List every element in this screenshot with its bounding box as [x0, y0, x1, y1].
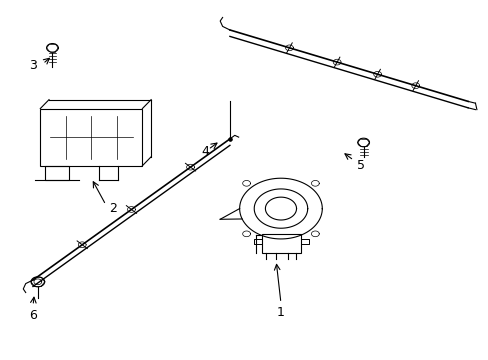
Text: 1: 1: [277, 306, 285, 319]
Text: 3: 3: [29, 59, 37, 72]
Text: 4: 4: [201, 145, 209, 158]
Bar: [45, 166, 69, 180]
Text: 5: 5: [356, 159, 365, 172]
Bar: [261, 234, 301, 253]
Bar: [40, 109, 142, 166]
Text: 6: 6: [29, 309, 37, 322]
Text: 2: 2: [109, 202, 117, 215]
